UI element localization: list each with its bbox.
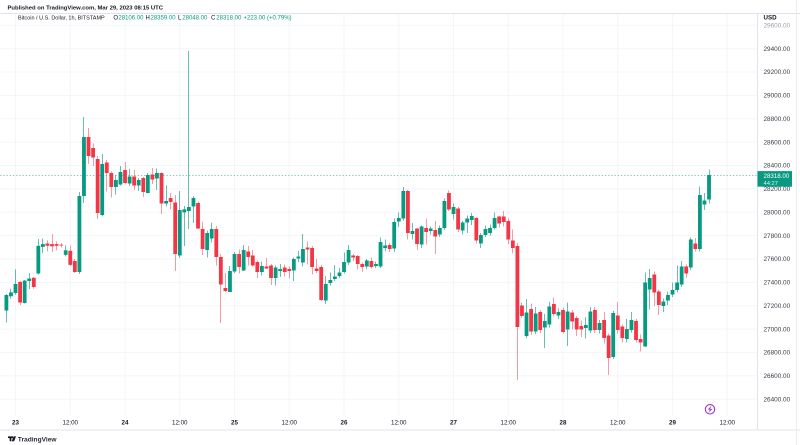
svg-text:Bitcoin / U.S. Dollar, 1h, BIT: Bitcoin / U.S. Dollar, 1h, BITSTAMP — [18, 16, 105, 22]
svg-text:H: H — [146, 16, 150, 22]
svg-text:26400.00: 26400.00 — [764, 396, 791, 403]
svg-text:26: 26 — [341, 419, 348, 426]
svg-text:28359.00: 28359.00 — [151, 16, 177, 22]
svg-text:12:00: 12:00 — [720, 419, 736, 426]
svg-text:26600.00: 26600.00 — [764, 373, 791, 380]
svg-text:12:00: 12:00 — [391, 419, 407, 426]
svg-text:+223.00 (+0.79%): +223.00 (+0.79%) — [244, 16, 292, 22]
svg-text:44:27: 44:27 — [764, 181, 779, 187]
svg-text:28200.00: 28200.00 — [764, 186, 791, 193]
svg-text:28048.00: 28048.00 — [182, 16, 208, 22]
svg-text:L: L — [178, 16, 182, 22]
svg-text:28400.00: 28400.00 — [764, 163, 791, 170]
svg-text:29: 29 — [669, 419, 676, 426]
svg-text:27000.00: 27000.00 — [764, 326, 791, 333]
svg-text:27800.00: 27800.00 — [764, 233, 791, 240]
svg-text:USD: USD — [764, 15, 778, 22]
svg-text:28: 28 — [560, 419, 567, 426]
svg-text:Published on TradingView.com,: Published on TradingView.com, Mar 29, 20… — [8, 5, 164, 11]
svg-text:C: C — [211, 16, 216, 22]
svg-text:12:00: 12:00 — [501, 419, 517, 426]
svg-text:24: 24 — [122, 419, 129, 426]
svg-text:27400.00: 27400.00 — [764, 280, 791, 287]
svg-text:28600.00: 28600.00 — [764, 139, 791, 146]
svg-text:28318.00: 28318.00 — [764, 173, 790, 180]
svg-text:29200.00: 29200.00 — [764, 69, 791, 76]
svg-text:28106.00: 28106.00 — [118, 16, 144, 22]
svg-text:12:00: 12:00 — [282, 419, 298, 426]
svg-text:27: 27 — [450, 419, 457, 426]
svg-text:27200.00: 27200.00 — [764, 303, 791, 310]
svg-text:12:00: 12:00 — [610, 419, 626, 426]
svg-text:23: 23 — [12, 419, 19, 426]
svg-text:28318.00: 28318.00 — [216, 16, 242, 22]
svg-text:27600.00: 27600.00 — [764, 256, 791, 263]
svg-text:29600.00: 29600.00 — [764, 23, 791, 30]
svg-text:12:00: 12:00 — [172, 419, 188, 426]
svg-text:26800.00: 26800.00 — [764, 350, 791, 357]
svg-text:TradingView: TradingView — [18, 437, 58, 444]
svg-text:25: 25 — [231, 419, 238, 426]
svg-text:O: O — [113, 16, 118, 22]
svg-text:29400.00: 29400.00 — [764, 46, 791, 53]
svg-text:29000.00: 29000.00 — [764, 93, 791, 100]
svg-text:28000.00: 28000.00 — [764, 209, 791, 216]
svg-text:12:00: 12:00 — [63, 419, 79, 426]
svg-text:28800.00: 28800.00 — [764, 116, 791, 123]
